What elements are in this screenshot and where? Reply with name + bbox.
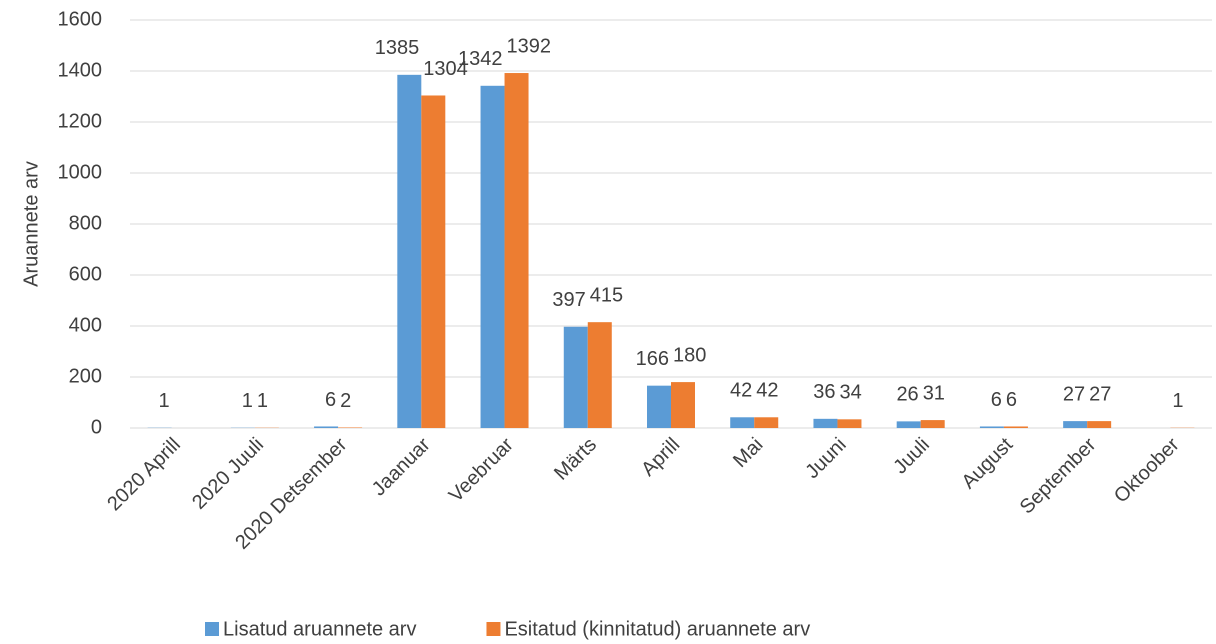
data-label: 1 [242, 390, 253, 412]
x-tick-label: Jaanuar [368, 433, 435, 500]
x-tick-label: 2020 Juuli [188, 434, 268, 514]
y-tick-label: 1000 [58, 161, 103, 183]
data-label: 42 [730, 380, 752, 402]
y-tick-label: 800 [69, 212, 102, 234]
bar [504, 73, 529, 428]
bar [563, 326, 588, 428]
bar [480, 85, 505, 428]
legend-swatch [205, 622, 219, 636]
x-tick-label: Märts [550, 434, 601, 485]
data-label: 1392 [507, 35, 552, 57]
x-tick-label: August [958, 433, 1018, 493]
y-tick-label: 1200 [58, 110, 103, 132]
bar [671, 382, 695, 428]
data-label: 415 [590, 284, 623, 306]
y-tick-label: 600 [69, 263, 102, 285]
y-tick-label: 1400 [58, 59, 103, 81]
y-tick-label: 0 [91, 416, 102, 438]
bar [647, 385, 671, 428]
data-label: 1 [257, 390, 268, 412]
bar [1087, 421, 1112, 428]
bar [421, 95, 446, 428]
x-tick-label: Juuli [889, 434, 934, 479]
bar [1003, 426, 1028, 428]
data-label: 36 [813, 381, 835, 403]
bar [338, 427, 363, 428]
x-tick-label: Mai [729, 434, 767, 472]
bar [837, 419, 862, 428]
data-label: 166 [636, 348, 669, 370]
data-label: 6 [991, 389, 1002, 411]
data-label: 26 [896, 384, 918, 406]
data-label: 6 [325, 389, 336, 411]
bar [920, 420, 945, 428]
bar [1063, 421, 1088, 428]
data-label: 6 [1006, 389, 1017, 411]
legend-label: Esitatud (kinnitatud) aruannete arv [504, 618, 810, 640]
bar [587, 322, 612, 428]
data-label: 1342 [458, 48, 503, 70]
x-tick-label: Oktoober [1110, 433, 1184, 507]
data-label: 31 [923, 382, 945, 404]
y-tick-label: 400 [69, 314, 102, 336]
y-tick-label: 1600 [58, 8, 103, 30]
bar [896, 421, 921, 428]
data-label: 180 [673, 344, 706, 366]
x-tick-label: Aprill [637, 434, 684, 481]
x-tick-label: 2020 Aprill [103, 434, 185, 516]
data-label: 42 [756, 380, 778, 402]
bar [314, 426, 339, 428]
legend-swatch [486, 622, 501, 636]
y-axis-title: Aruannete arv [20, 161, 42, 287]
x-tick-label: Veebruar [445, 433, 518, 506]
data-label: 1 [158, 390, 169, 412]
data-label: 1385 [375, 37, 420, 59]
data-label: 397 [552, 289, 585, 311]
data-label: 27 [1063, 383, 1085, 405]
data-label: 34 [839, 382, 861, 404]
x-tick-label: Juuni [801, 434, 850, 483]
data-label: 1 [1172, 390, 1183, 412]
data-label: 1304 [423, 58, 468, 80]
bar [979, 426, 1004, 428]
legend-label: Lisatud aruannete arv [223, 618, 416, 640]
bar [813, 418, 838, 428]
data-label: 27 [1089, 383, 1111, 405]
bar [397, 74, 422, 428]
x-tick-label: September [1016, 433, 1101, 518]
bar [730, 417, 755, 428]
data-label: 2 [340, 390, 351, 412]
bar [754, 417, 779, 428]
y-tick-label: 200 [69, 365, 102, 387]
